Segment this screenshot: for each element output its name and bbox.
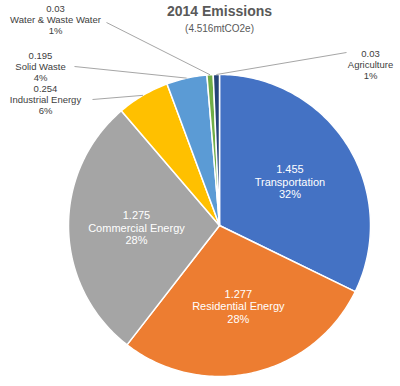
svg-text:0.195Solid Waste4%: 0.195Solid Waste4% — [15, 50, 65, 83]
svg-text:(4.516mtCO2e): (4.516mtCO2e) — [185, 23, 254, 34]
svg-text:0.03Water & Waste Water1%: 0.03Water & Waste Water1% — [10, 3, 101, 36]
svg-text:1.275Commercial Energy28%: 1.275Commercial Energy28% — [88, 209, 185, 246]
svg-text:1.277Residential Energy28%: 1.277Residential Energy28% — [192, 288, 285, 325]
svg-text:1.455Transportation32%: 1.455Transportation32% — [255, 163, 326, 200]
svg-text:0.254Industrial Energy6%: 0.254Industrial Energy6% — [10, 83, 82, 116]
svg-text:0.03Agriculture1%: 0.03Agriculture1% — [348, 48, 393, 81]
svg-text:2014 Emissions: 2014 Emissions — [167, 3, 272, 19]
